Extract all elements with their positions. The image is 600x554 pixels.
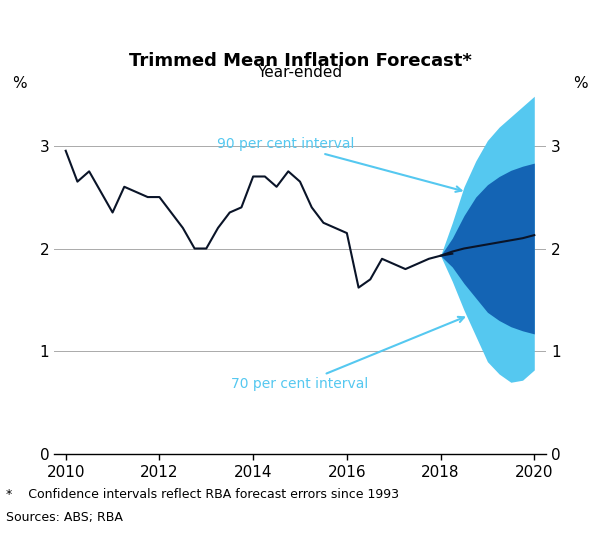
Text: Sources: ABS; RBA: Sources: ABS; RBA bbox=[6, 511, 123, 524]
Text: %: % bbox=[573, 75, 587, 90]
Text: 70 per cent interval: 70 per cent interval bbox=[232, 317, 464, 391]
Text: Year-ended: Year-ended bbox=[257, 65, 343, 80]
Text: *    Confidence intervals reflect RBA forecast errors since 1993: * Confidence intervals reflect RBA forec… bbox=[6, 489, 399, 501]
Text: 90 per cent interval: 90 per cent interval bbox=[217, 137, 461, 192]
Text: %: % bbox=[13, 75, 27, 90]
Title: Trimmed Mean Inflation Forecast*: Trimmed Mean Inflation Forecast* bbox=[128, 53, 472, 70]
